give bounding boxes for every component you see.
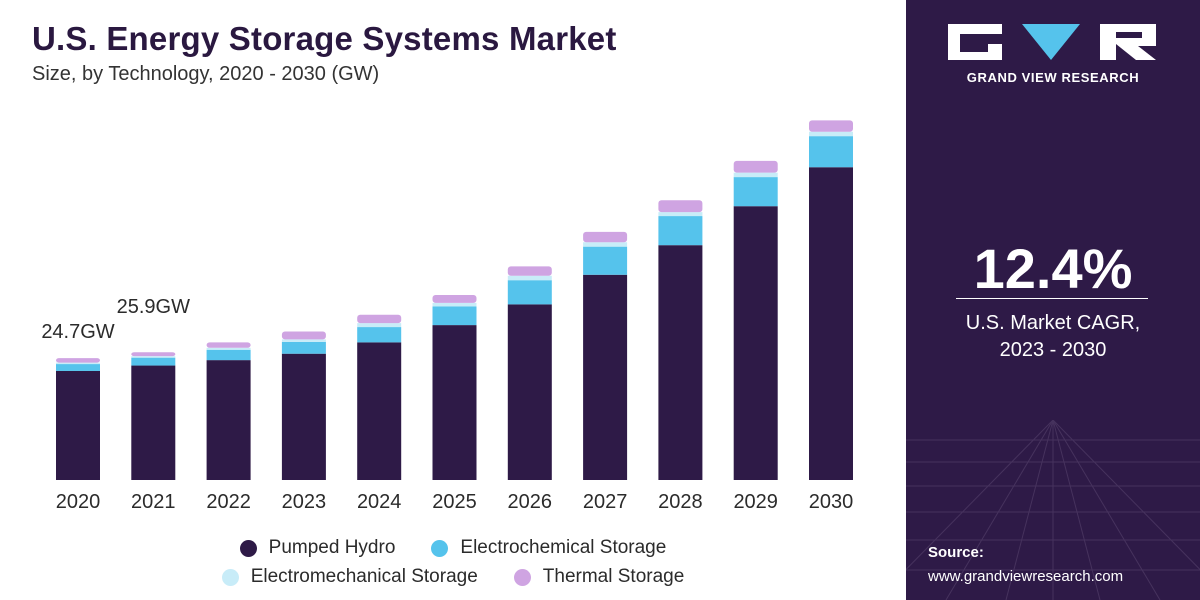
bar-electrochemical-storage-2025	[432, 306, 477, 326]
bar-electromechanical-storage-2026	[507, 275, 552, 281]
legend-swatch-electrochemical	[431, 539, 449, 557]
bar-electrochemical-storage-2029	[733, 177, 778, 207]
legend-label-thermal: Thermal Storage	[542, 566, 685, 587]
data-label-2020: 24.7GW	[41, 321, 114, 343]
x-tick-label-2030: 2030	[809, 491, 854, 513]
legend-swatch-thermal	[513, 568, 531, 586]
bar-electrochemical-storage-2020	[56, 364, 100, 371]
grid-background-graphic	[906, 420, 1200, 600]
bar-electromechanical-storage-2027	[583, 242, 628, 247]
bar-electromechanical-storage-2024	[357, 323, 402, 328]
x-tick-label-2026: 2026	[508, 491, 553, 513]
legend-item-pumped-hydro: Pumped Hydro	[239, 537, 396, 559]
legend-swatch-electromechanical	[221, 568, 239, 586]
bar-pumped-hydro-2024	[357, 342, 402, 480]
bar-thermal-storage-2022	[206, 342, 251, 348]
cagr-label-line-2: 2023 - 2030	[999, 339, 1107, 361]
bar-thermal-storage-2028	[658, 200, 703, 213]
x-tick-label-2021: 2021	[131, 491, 176, 513]
legend-label-electromechanical: Electromechanical Storage	[250, 566, 478, 587]
bar-thermal-storage-2021	[131, 352, 176, 357]
bar-thermal-storage-2030	[809, 120, 853, 132]
legend-item-electromechanical: Electromechanical Storage	[221, 566, 478, 588]
bar-electrochemical-storage-2023	[281, 341, 326, 354]
bar-pumped-hydro-2026	[507, 304, 552, 480]
bar-electrochemical-storage-2022	[206, 349, 251, 361]
bar-electromechanical-storage-2028	[658, 212, 703, 217]
legend-label-pumped-hydro: Pumped Hydro	[268, 537, 396, 558]
cagr-value: 12.4%	[973, 237, 1133, 300]
bar-pumped-hydro-2030	[809, 167, 853, 480]
bar-electromechanical-storage-2030	[809, 131, 853, 137]
x-tick-label-2029: 2029	[733, 491, 778, 513]
bar-electrochemical-storage-2021	[131, 357, 176, 366]
bar-thermal-storage-2027	[583, 231, 628, 243]
bar-thermal-storage-2025	[432, 295, 477, 303]
legend-row-1: Pumped Hydro Electrochemical Storage	[0, 537, 906, 559]
bar-electrochemical-storage-2027	[583, 246, 628, 275]
legend-swatch-pumped-hydro	[239, 539, 257, 557]
bar-pumped-hydro-2021	[131, 365, 176, 480]
cagr-label-line-1: U.S. Market CAGR,	[965, 312, 1141, 334]
sidebar-panel: GRAND VIEW RESEARCH 12.4% U.S. Market CA…	[906, 0, 1200, 600]
x-tick-label-2022: 2022	[206, 491, 251, 513]
bar-pumped-hydro-2025	[432, 325, 477, 480]
chart-panel: U.S. Energy Storage Systems Market Size,…	[0, 20, 906, 588]
bar-electrochemical-storage-2030	[809, 136, 853, 168]
x-tick-label-2027: 2027	[583, 491, 628, 513]
x-tick-label-2025: 2025	[432, 491, 477, 513]
bar-thermal-storage-2026	[507, 266, 552, 276]
bar-electromechanical-storage-2023	[281, 339, 326, 342]
x-tick-label-2023: 2023	[282, 491, 327, 513]
bar-pumped-hydro-2029	[733, 206, 778, 480]
bar-electromechanical-storage-2029	[733, 172, 778, 178]
chart-title: U.S. Energy Storage Systems Market	[32, 20, 617, 57]
bar-electromechanical-storage-2025	[432, 302, 477, 307]
legend-item-thermal: Thermal Storage	[513, 566, 685, 588]
cagr-divider	[956, 298, 1148, 299]
legend-label-electrochemical: Electrochemical Storage	[460, 537, 667, 558]
bar-thermal-storage-2029	[733, 160, 778, 173]
bar-electromechanical-storage-2021	[131, 356, 176, 358]
x-tick-label-2024: 2024	[357, 491, 402, 513]
bar-pumped-hydro-2020	[56, 370, 100, 480]
bar-electrochemical-storage-2024	[357, 327, 402, 343]
bar-pumped-hydro-2023	[281, 353, 326, 480]
legend-item-electrochemical: Electrochemical Storage	[431, 537, 666, 559]
bar-pumped-hydro-2028	[658, 245, 703, 480]
x-tick-label-2028: 2028	[658, 491, 703, 513]
bar-thermal-storage-2020	[56, 358, 100, 363]
chart-subtitle: Size, by Technology, 2020 - 2030 (GW)	[32, 63, 380, 85]
bar-pumped-hydro-2027	[583, 274, 628, 480]
x-tick-label-2020: 2020	[56, 491, 101, 513]
brand-name: GRAND VIEW RESEARCH	[966, 70, 1140, 85]
bar-pumped-hydro-2022	[206, 360, 251, 480]
data-label-2021: 25.9GW	[117, 296, 190, 318]
stacked-bar-chart: 2020 2021 2022 2023 2024 2025 2026 2027 2028 2029…	[41, 120, 854, 513]
bar-electrochemical-storage-2028	[658, 216, 703, 246]
legend-row-2: Electromechanical Storage Thermal Storag…	[0, 566, 906, 588]
bar-electromechanical-storage-2022	[206, 347, 251, 350]
bar-electrochemical-storage-2026	[507, 280, 552, 305]
bar-thermal-storage-2024	[357, 314, 402, 324]
bar-electromechanical-storage-2020	[56, 362, 100, 365]
source-url[interactable]: www.grandviewresearch.com	[928, 568, 1124, 585]
source-label: Source:	[928, 544, 984, 561]
grand-view-research-logo	[948, 24, 1156, 60]
bar-thermal-storage-2023	[281, 331, 326, 340]
cagr-label: U.S. Market CAGR, 2023 - 2030	[906, 310, 1200, 364]
